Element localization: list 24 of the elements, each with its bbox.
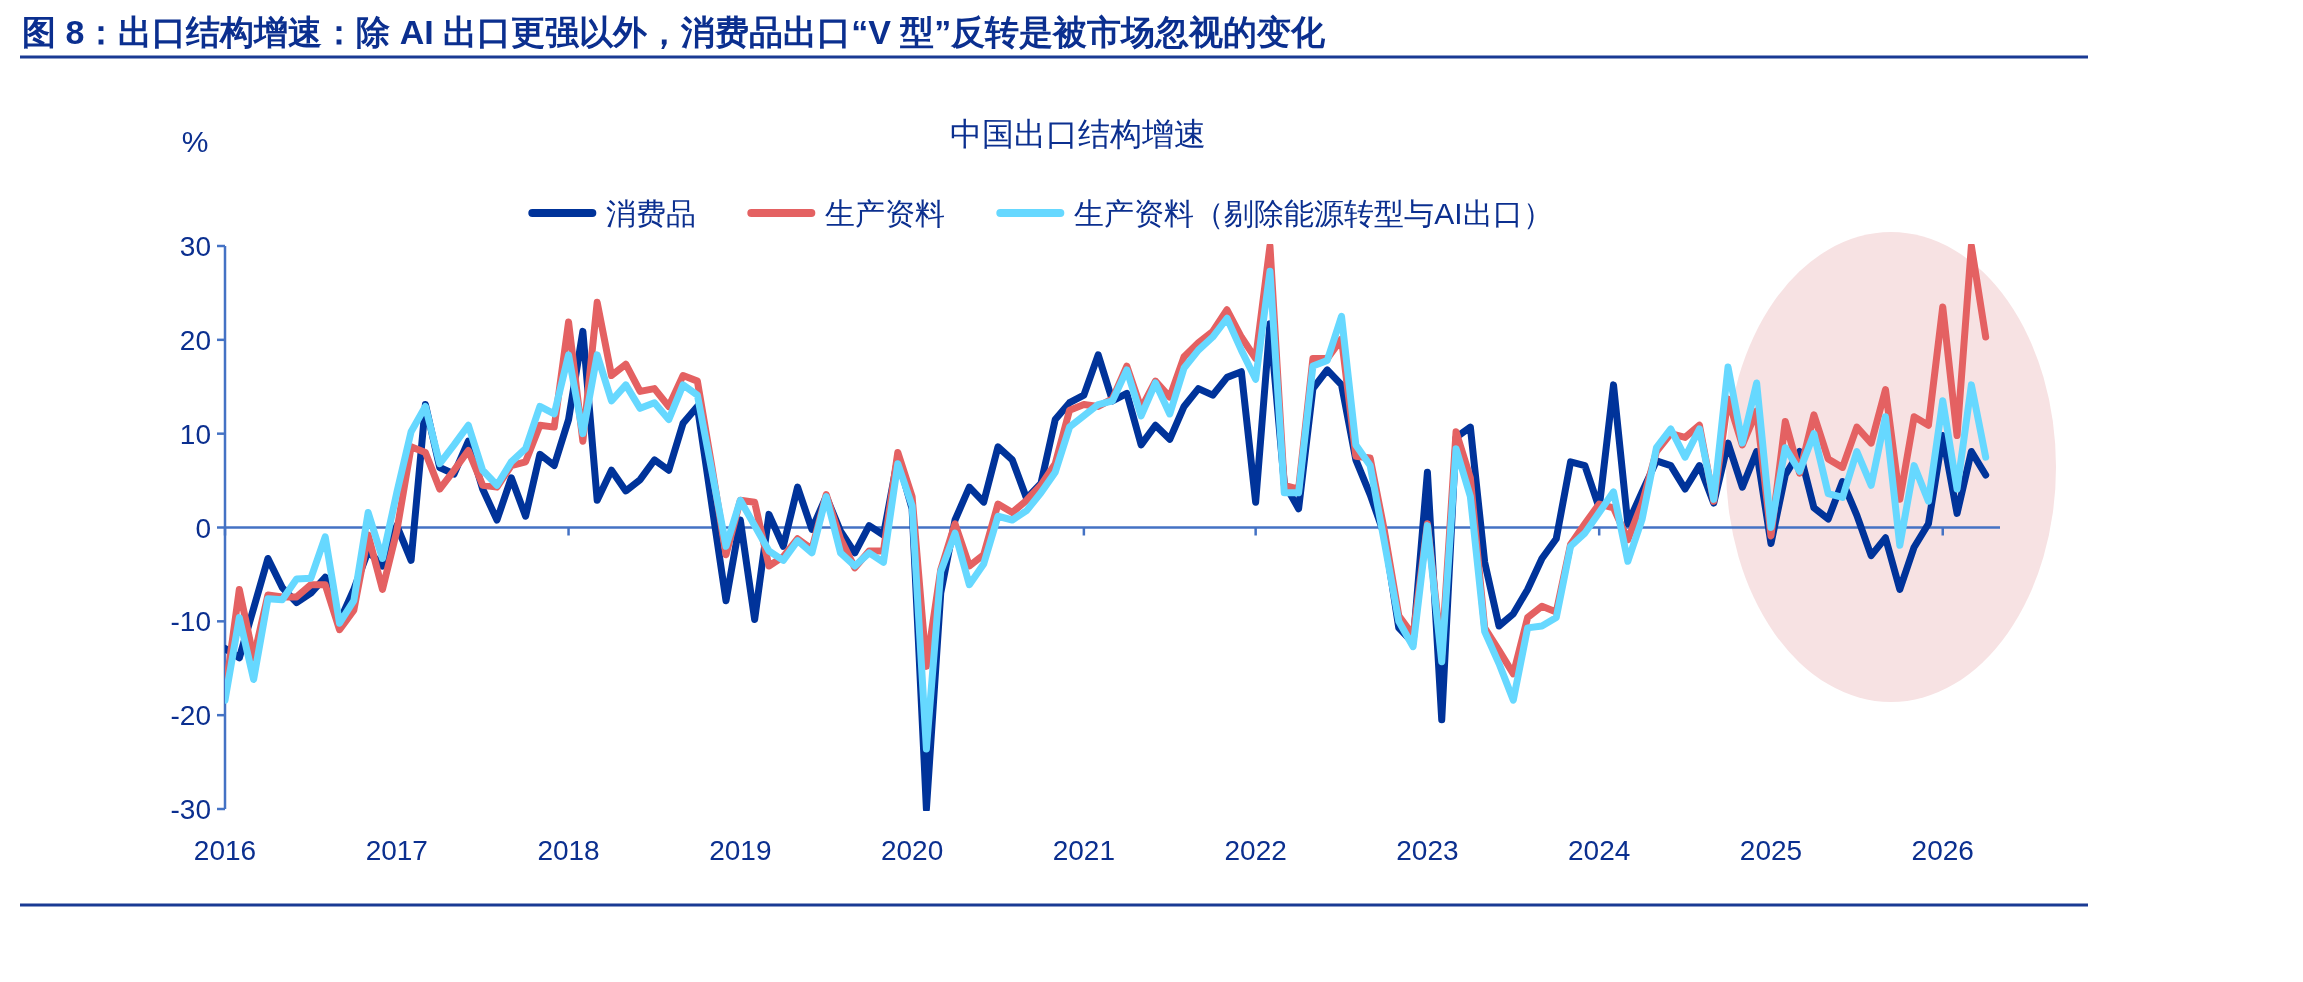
chart-title: 图 8：出口结构增速：除 AI 出口更强以外，消费品出口“V 型”反转是被市场忽视的变化 [22,13,1327,51]
legend-label: 消费品 [606,197,697,230]
y-tick-label: 30 [179,231,211,262]
x-tick-label: 2024 [1568,835,1631,866]
legend-label: 生产资料 [825,197,946,230]
x-tick-label: 2025 [1739,835,1803,866]
x-tick-label: 2017 [365,835,428,866]
y-tick-label: 10 [179,418,211,450]
y-tick-label: -30 [170,794,211,825]
y-tick-label: -20 [170,700,211,732]
x-tick-label: 2019 [709,835,772,866]
chart-subtitle: 中国出口结构增速 [950,116,1206,152]
y-tick-label: 0 [195,512,211,544]
y-tick-label: 20 [179,324,211,356]
x-tick-label: 2026 [1911,835,1974,866]
x-tick-label: 2016 [193,835,257,866]
x-tick-label: 2022 [1224,835,1287,866]
x-tick-label: 2023 [1396,835,1459,866]
legend-label: 生产资料（剔除能源转型与AI出口） [1074,197,1553,230]
x-tick-label: 2020 [880,835,944,866]
y-axis-title: % [181,125,209,158]
x-tick-label: 2018 [537,835,600,866]
x-tick-label: 2021 [1052,835,1116,866]
y-tick-label: -10 [170,606,211,638]
